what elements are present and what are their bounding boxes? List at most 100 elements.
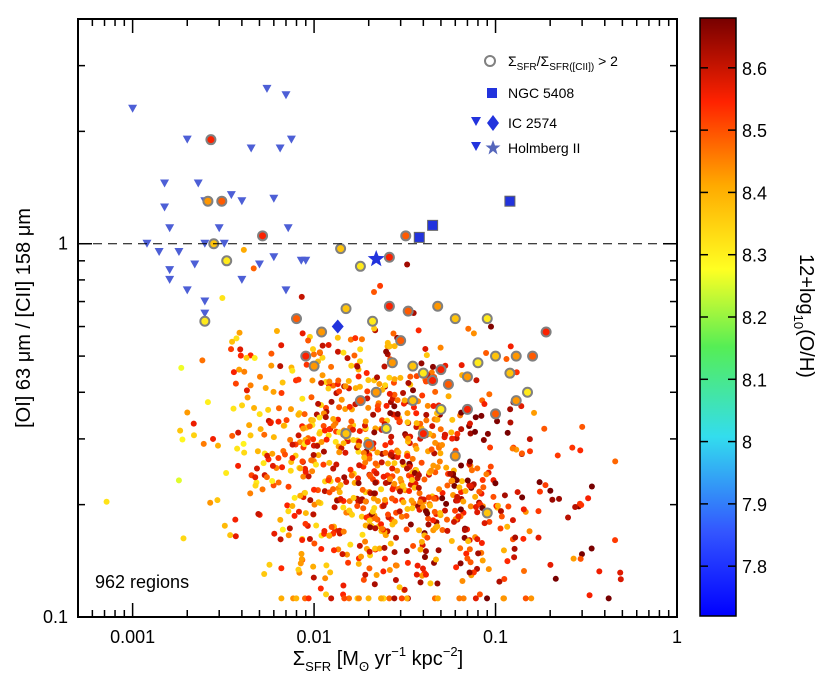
region-point — [417, 499, 424, 506]
colorbar-tick-label: 7.8 — [742, 557, 767, 577]
region-point — [520, 535, 527, 542]
region-point — [260, 460, 267, 467]
region-point — [289, 455, 296, 462]
region-point — [299, 330, 306, 337]
region-point — [355, 475, 362, 482]
region-point — [394, 454, 401, 461]
region-point — [511, 545, 518, 552]
region-point — [243, 354, 250, 361]
region-count-annotation: 962 regions — [95, 572, 189, 592]
region-point — [299, 537, 306, 544]
region-point — [391, 518, 398, 525]
region-point — [391, 480, 398, 487]
dwarf-galaxy-triangle-point — [154, 248, 164, 257]
region-point — [309, 346, 316, 353]
region-point — [283, 417, 290, 424]
region-point — [430, 403, 437, 410]
region-point — [576, 500, 583, 507]
region-point — [259, 486, 266, 493]
dwarf-galaxy-triangle-point — [275, 144, 285, 153]
region-point — [381, 544, 388, 551]
region-point — [424, 534, 431, 541]
region-point — [277, 536, 284, 543]
region-point — [223, 470, 230, 477]
region-point — [228, 346, 235, 353]
region-point — [409, 455, 416, 462]
region-point — [180, 535, 187, 542]
region-point — [247, 432, 254, 439]
region-point — [375, 406, 382, 413]
region-point — [312, 461, 319, 468]
region-point — [549, 496, 556, 503]
region-point — [299, 458, 306, 465]
region-point — [341, 595, 348, 602]
region-point — [267, 420, 274, 427]
region-point — [233, 335, 240, 342]
region-point — [554, 452, 561, 459]
region-point — [425, 515, 432, 522]
region-point — [378, 486, 385, 493]
region-point — [572, 504, 579, 511]
region-point — [323, 562, 330, 569]
region-point — [437, 344, 444, 351]
region-point — [320, 448, 327, 455]
region-point — [391, 595, 398, 602]
region-point — [320, 423, 327, 430]
region-point — [251, 355, 258, 362]
flagged-region-point — [449, 450, 461, 462]
region-point — [483, 471, 490, 478]
region-point — [271, 530, 278, 537]
region-point — [507, 406, 514, 413]
region-point — [278, 565, 285, 572]
region-point — [449, 435, 456, 442]
region-point — [325, 341, 332, 348]
region-point — [498, 513, 505, 520]
region-point — [410, 387, 417, 394]
region-point — [309, 468, 316, 475]
region-point — [444, 527, 451, 534]
region-point — [338, 396, 345, 403]
region-point — [356, 462, 363, 469]
region-point — [403, 526, 410, 533]
region-point — [366, 455, 373, 462]
region-point — [479, 477, 486, 484]
flagged-region-point — [340, 303, 352, 315]
region-point — [285, 532, 292, 539]
region-point — [505, 503, 512, 510]
region-point — [252, 474, 259, 481]
region-point — [275, 418, 282, 425]
region-point — [436, 486, 443, 493]
region-point — [556, 495, 563, 502]
region-point — [285, 483, 292, 490]
region-point — [381, 363, 388, 370]
flagged-region-point — [510, 350, 522, 362]
region-point — [416, 490, 423, 497]
region-point — [542, 482, 549, 489]
region-point — [565, 514, 572, 521]
region-point — [363, 370, 370, 377]
ngc5408-point — [427, 219, 439, 231]
region-point — [501, 492, 508, 499]
region-point — [448, 537, 455, 544]
flagged-region-point — [202, 195, 214, 207]
region-point — [237, 346, 244, 353]
region-point — [246, 422, 253, 429]
region-point — [240, 440, 247, 447]
flagged-region-point — [461, 371, 473, 383]
colorbar-title: 12+log10(O/H) — [791, 254, 817, 378]
region-point — [393, 562, 400, 569]
region-point — [307, 497, 314, 504]
region-point — [483, 350, 490, 357]
region-point — [413, 571, 420, 578]
region-point — [456, 484, 463, 491]
dwarf-galaxy-triangle-point — [262, 84, 272, 93]
region-point — [382, 442, 389, 449]
flagged-region-point — [540, 326, 552, 338]
region-point — [354, 363, 361, 370]
region-point — [380, 473, 387, 480]
legend-label-ngc5408: NGC 5408 — [508, 85, 574, 101]
region-point — [366, 565, 373, 572]
flagged-region-point — [481, 313, 493, 325]
x-tick-label: 0.01 — [297, 627, 332, 647]
flagged-region-point — [380, 422, 392, 434]
